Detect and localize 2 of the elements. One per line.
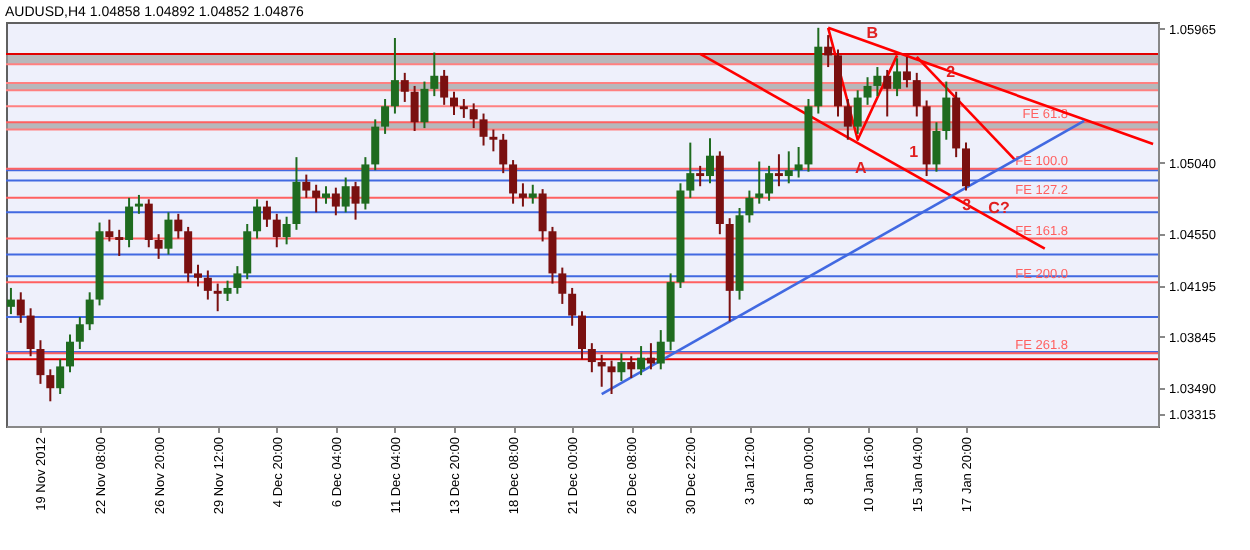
annotation: B (866, 24, 879, 43)
annotation: 1 (909, 142, 920, 161)
